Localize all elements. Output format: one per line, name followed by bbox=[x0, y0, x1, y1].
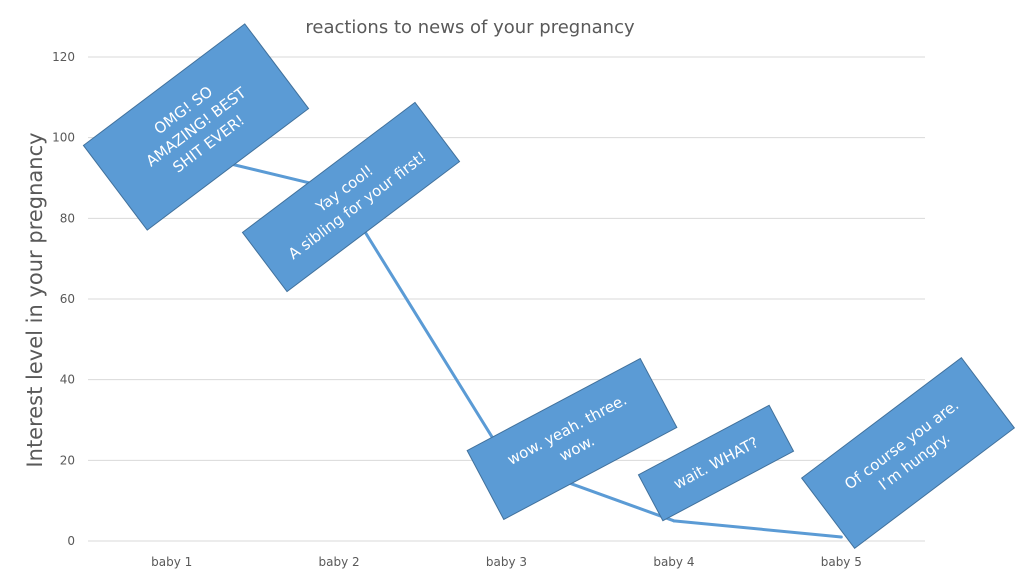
data-point bbox=[672, 519, 676, 523]
y-tick-label: 0 bbox=[67, 534, 75, 548]
annotation-box bbox=[637, 404, 795, 522]
chart-title: reactions to news of your pregnancy bbox=[305, 17, 635, 38]
x-tick-label: baby 4 bbox=[653, 555, 694, 569]
x-tick-label: baby 1 bbox=[151, 555, 192, 569]
annotation-box bbox=[241, 101, 461, 293]
y-tick-label: 20 bbox=[60, 453, 75, 467]
data-point bbox=[839, 535, 843, 539]
y-tick-labels: 0 20 40 60 80 100 120 bbox=[52, 50, 75, 548]
annotation-callout: wow. yeah. three.wow. bbox=[466, 357, 678, 521]
y-tick-label: 100 bbox=[52, 131, 75, 145]
annotation-callout: Of course you are.I’m hungry. bbox=[800, 356, 1016, 550]
annotation-box bbox=[466, 357, 678, 521]
y-tick-label: 40 bbox=[60, 373, 75, 387]
y-tick-label: 80 bbox=[60, 211, 75, 225]
annotation-box bbox=[82, 23, 310, 231]
y-tick-label: 120 bbox=[52, 50, 75, 64]
y-tick-label: 60 bbox=[60, 292, 75, 306]
x-tick-label: baby 5 bbox=[821, 555, 862, 569]
annotation-box bbox=[800, 356, 1016, 550]
x-tick-labels: baby 1 baby 2 baby 3 baby 4 baby 5 bbox=[151, 555, 862, 569]
x-tick-label: baby 3 bbox=[486, 555, 527, 569]
y-axis-label: Interest level in your pregnancy bbox=[23, 132, 47, 467]
x-tick-label: baby 2 bbox=[319, 555, 360, 569]
